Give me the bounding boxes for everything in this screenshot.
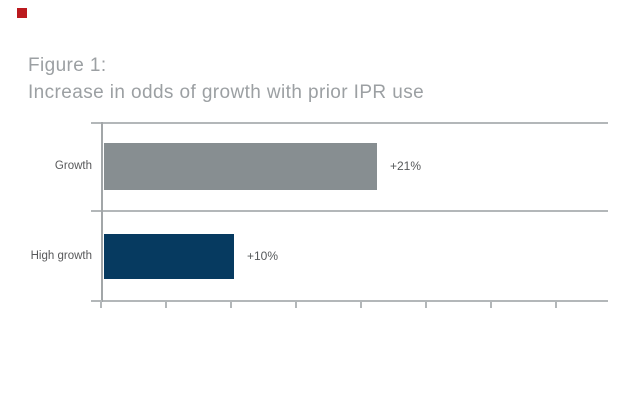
bar-high-growth: [104, 234, 234, 279]
x-axis-tick: [360, 300, 362, 308]
gridline-top: [91, 122, 608, 124]
category-label-growth: Growth: [54, 160, 92, 172]
figure-label: Figure 1:: [28, 55, 107, 76]
gridline-middle: [91, 210, 608, 212]
y-axis-line: [101, 122, 103, 302]
x-axis-tick: [100, 300, 102, 308]
x-axis-line: [91, 300, 608, 302]
bar-growth: [104, 143, 377, 190]
x-axis-tick: [490, 300, 492, 308]
figure-title-block: Figure 1: Increase in odds of growth wit…: [28, 52, 424, 106]
x-axis-tick: [165, 300, 167, 308]
x-axis-tick: [295, 300, 297, 308]
red-corner-marker: [17, 8, 27, 18]
category-label-high-growth: High growth: [30, 250, 92, 262]
figure-title: Increase in odds of growth with prior IP…: [28, 82, 425, 103]
x-axis-tick: [425, 300, 427, 308]
value-label-growth: +21%: [390, 159, 422, 173]
value-label-high-growth: +10%: [247, 249, 279, 263]
bar-chart: Growth +21% High growth +10%: [31, 120, 608, 308]
x-axis-tick: [230, 300, 232, 308]
x-axis-tick: [555, 300, 557, 308]
